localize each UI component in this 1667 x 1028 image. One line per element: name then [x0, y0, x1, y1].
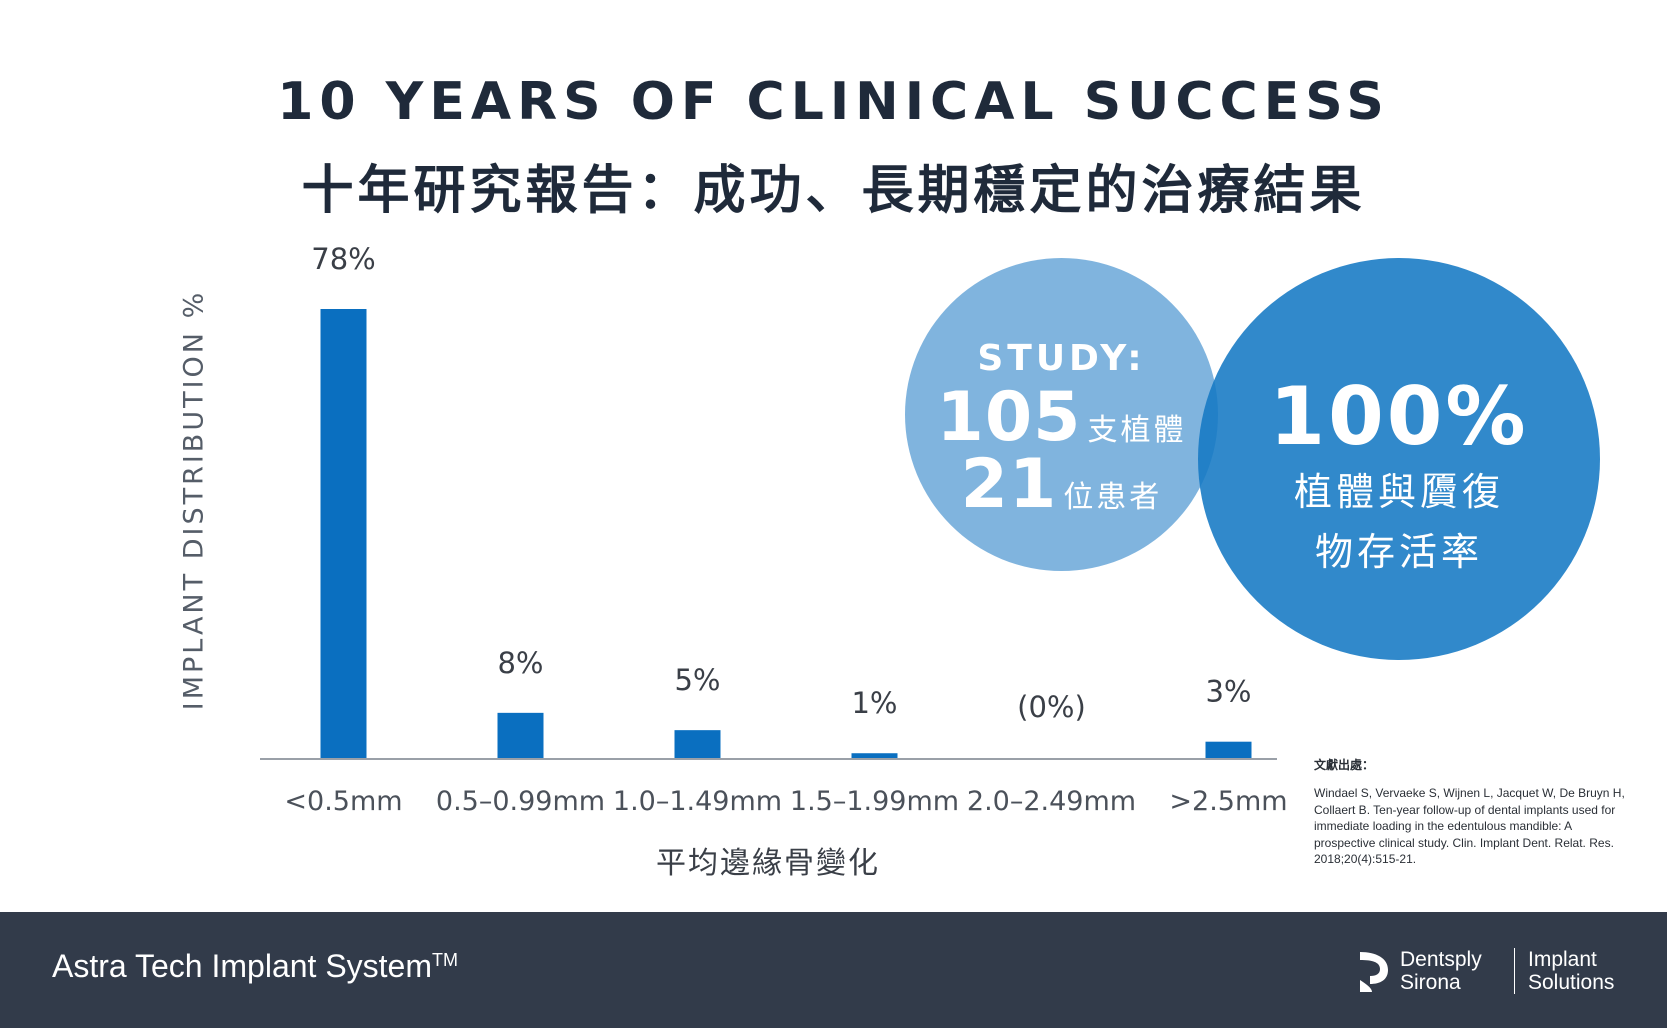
survival-circle — [1198, 258, 1600, 660]
bar-value-label: 3% — [1205, 675, 1251, 709]
logo-division-name: Implant Solutions — [1528, 948, 1614, 994]
references: 文獻出處： Windael S, Vervaeke S, Wijnen L, J… — [1314, 756, 1632, 868]
patients-unit: 位患者 — [1063, 480, 1163, 515]
x-tick-label: 0.5–0.99mm — [436, 786, 605, 817]
patients-stat: 21 位患者 — [905, 445, 1218, 524]
bar — [674, 730, 721, 759]
x-tick-label: 1.0–1.49mm — [613, 786, 782, 817]
brand-text: Astra Tech Implant System — [52, 948, 432, 984]
survival-rate: 100% — [1269, 370, 1529, 463]
x-axis-title: 平均邊緣骨變化 — [656, 846, 880, 881]
survival-caption: 植體與贗復 物存活率 — [1198, 462, 1600, 582]
survival-caption-line1: 植體與贗復 — [1293, 470, 1504, 514]
bar — [851, 753, 898, 759]
logo-line-3: Implant — [1528, 948, 1597, 971]
study-label: STUDY: — [977, 338, 1146, 379]
x-tick-label: 2.0–2.49mm — [967, 786, 1136, 817]
footer: Astra Tech Implant SystemTM Dentsply Sir… — [0, 912, 1667, 1028]
implants-stat: 105 支植體 — [905, 378, 1218, 457]
references-text: Windael S, Vervaeke S, Wijnen L, Jacquet… — [1314, 786, 1625, 866]
survival-caption-line2: 物存活率 — [1314, 530, 1483, 574]
dentsply-sirona-logo-icon — [1360, 952, 1388, 992]
x-tick-label: >2.5mm — [1169, 786, 1287, 817]
bar-value-label: 78% — [311, 242, 375, 276]
logo-line-1: Dentsply — [1400, 948, 1482, 971]
bar-value-label: 5% — [674, 663, 720, 697]
bar — [1205, 741, 1252, 759]
trademark-mark: TM — [432, 950, 458, 970]
y-axis-title-text: IMPLANT DISTRIBUTION % — [178, 289, 210, 711]
implants-count: 105 — [936, 378, 1082, 457]
x-tick-label: <0.5mm — [284, 786, 402, 817]
x-tick-label: 1.5–1.99mm — [790, 786, 959, 817]
logo-company-name: Dentsply Sirona — [1400, 948, 1482, 994]
study-circle — [905, 258, 1218, 571]
bar-value-label: (0%) — [1017, 690, 1086, 724]
page-subtitle: 十年研究報告：成功、長期穩定的治療結果 — [301, 161, 1366, 221]
bar-chart: 78% <0.5mm 8% 0.5–0.99mm 5% 1.0–1.49mm 1% 1.5–1… — [260, 242, 1288, 817]
brand-name: Astra Tech Implant SystemTM — [52, 948, 458, 985]
bar — [497, 712, 544, 759]
page-title: 10 YEARS OF CLINICAL SUCCESS — [277, 72, 1390, 132]
logo-divider — [1514, 948, 1515, 994]
bar-value-label: 8% — [497, 646, 543, 680]
implants-unit: 支植體 — [1087, 413, 1187, 448]
logo-line-2: Sirona — [1400, 971, 1461, 994]
patients-count: 21 — [960, 445, 1058, 524]
references-title: 文獻出處： — [1314, 758, 1375, 772]
bar-value-label: 1% — [851, 686, 897, 720]
logo-line-4: Solutions — [1528, 971, 1615, 994]
bar — [320, 309, 367, 759]
